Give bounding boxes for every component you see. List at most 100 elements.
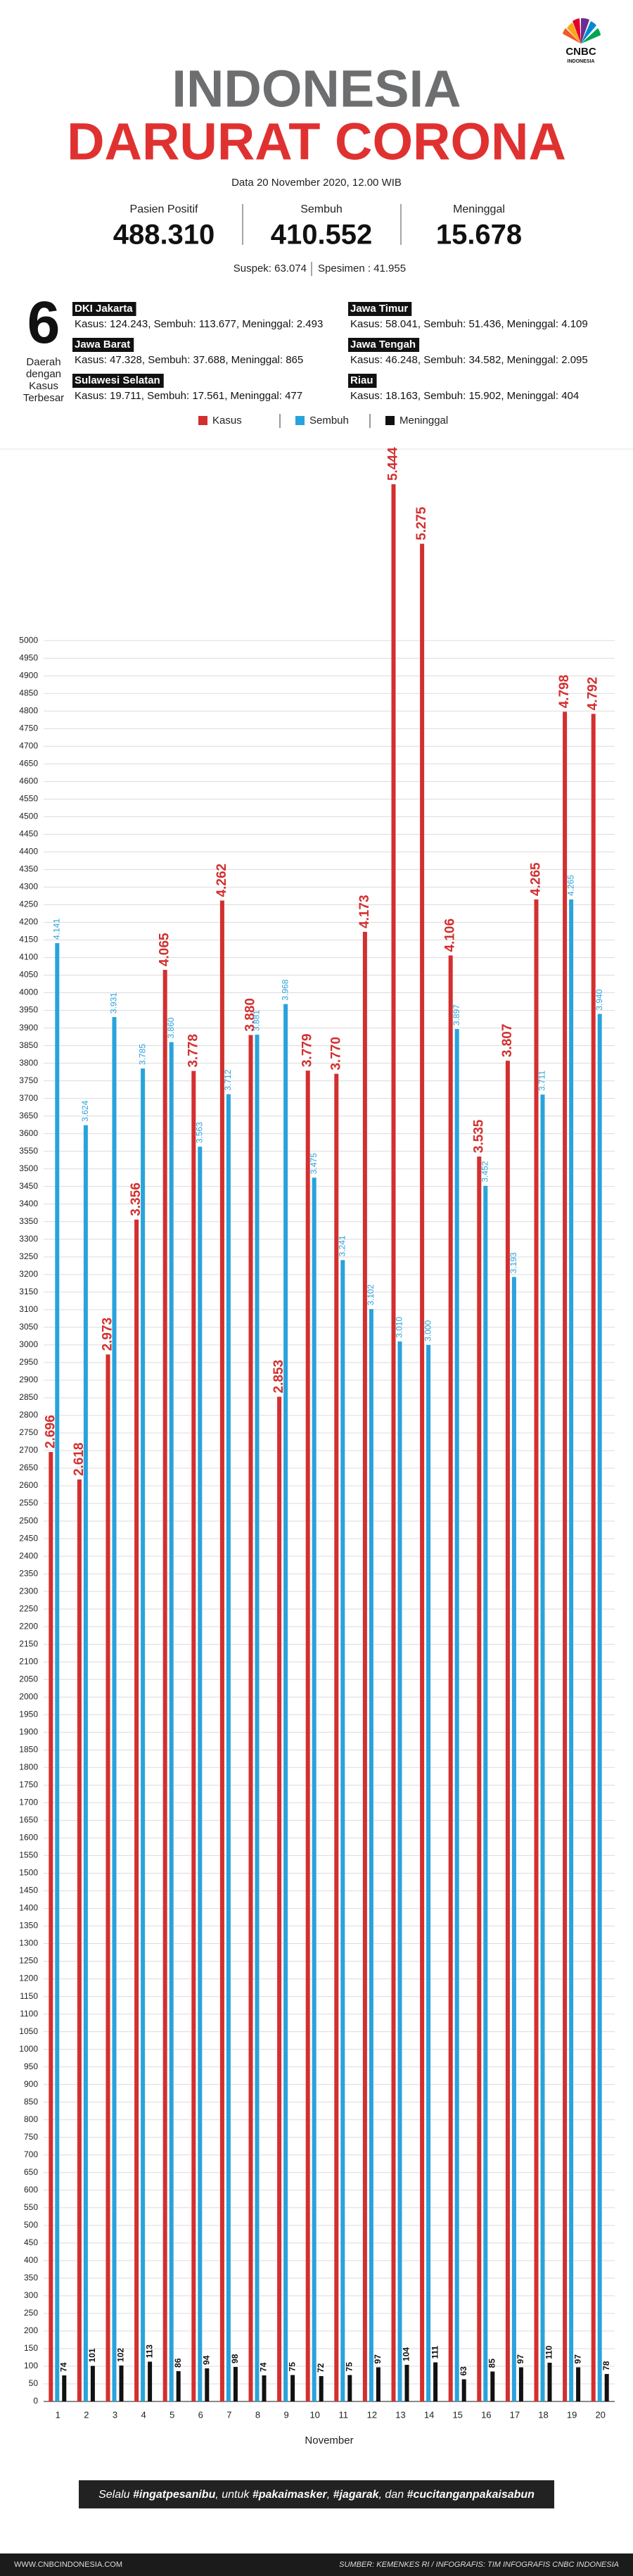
region-name-bg <box>348 338 420 352</box>
y-tick-label: 3350 <box>19 1216 38 1226</box>
y-tick-label: 4150 <box>19 935 38 945</box>
y-tick-label: 650 <box>24 2167 38 2177</box>
y-tick-label: 3800 <box>19 1058 38 1068</box>
bar <box>277 1396 282 2401</box>
y-tick-label: 1550 <box>19 1850 38 1860</box>
x-tick-label: 12 <box>367 2409 377 2420</box>
slogan-part: , <box>327 2489 333 2501</box>
y-tick-label: 50 <box>29 2378 39 2388</box>
bar <box>55 942 60 2401</box>
y-tick-label: 1100 <box>20 2009 38 2019</box>
bar <box>518 2367 523 2401</box>
y-tick-label: 4350 <box>19 864 38 874</box>
value-label: 97 <box>573 2354 582 2364</box>
slogan-part: #cucitanganpakaisabun <box>407 2489 535 2501</box>
y-tick-label: 3500 <box>19 1163 38 1173</box>
bar <box>90 2366 95 2401</box>
y-tick-label: 4650 <box>19 758 38 768</box>
region-name: Jawa Tengah <box>350 339 416 351</box>
region: Jawa Timur Kasus: 58.041, Sembuh: 51.436,… <box>348 302 588 330</box>
x-tick-label: 20 <box>595 2409 605 2420</box>
region-name-bg <box>72 338 134 352</box>
y-tick-label: 850 <box>24 2097 38 2107</box>
y-tick-label: 2950 <box>19 1357 38 1367</box>
value-label: 3.193 <box>509 1252 518 1273</box>
logo-subtext: INDONESIA <box>568 59 595 64</box>
value-label: 3.881 <box>252 1010 262 1031</box>
slogan-part: #ingatpesanibu <box>133 2489 216 2501</box>
bar <box>391 484 396 2401</box>
y-tick-label: 3250 <box>19 1251 38 1261</box>
bar <box>62 2375 67 2401</box>
y-tick-label: 5000 <box>19 635 38 645</box>
region-name-bg <box>72 374 164 388</box>
bar <box>112 1017 117 2401</box>
x-tick-label: 10 <box>309 2409 319 2420</box>
x-tick-label: 9 <box>283 2409 288 2420</box>
y-tick-label: 500 <box>24 2220 38 2230</box>
bar <box>340 1260 345 2401</box>
value-label: 2.853 <box>271 1360 286 1394</box>
region-name-bg <box>348 302 412 316</box>
y-tick-label: 700 <box>24 2149 38 2159</box>
y-tick-label: 4400 <box>19 847 38 857</box>
region-count: 6 <box>27 289 60 355</box>
y-tick-label: 3600 <box>19 1128 38 1138</box>
bar <box>141 1068 146 2401</box>
value-label: 97 <box>373 2354 383 2364</box>
bar <box>290 2375 295 2401</box>
y-tick-label: 1400 <box>19 1903 38 1913</box>
value-label: 4.798 <box>557 675 572 709</box>
value-label: 104 <box>402 2347 411 2361</box>
y-tick-label: 3850 <box>19 1040 38 1050</box>
y-tick-label: 1700 <box>19 1798 38 1807</box>
y-tick-label: 2450 <box>19 1533 38 1543</box>
stat-label: Meninggal <box>453 203 505 215</box>
value-label: 3.931 <box>109 992 119 1014</box>
value-label: 3.102 <box>366 1284 376 1306</box>
value-label: 3.624 <box>80 1100 90 1121</box>
y-tick-label: 1650 <box>19 1815 38 1825</box>
value-label: 4.265 <box>565 875 575 896</box>
x-tick-label: 19 <box>567 2409 577 2420</box>
value-label: 3.807 <box>500 1024 515 1058</box>
value-label: 111 <box>430 2345 440 2359</box>
region-detail: Kasus: 47.328, Sembuh: 37.688, Meninggal… <box>75 354 303 366</box>
y-tick-label: 4850 <box>19 688 38 697</box>
y-tick-label: 3300 <box>19 1234 38 1244</box>
y-tick-label: 4500 <box>19 812 38 821</box>
bar <box>511 1277 516 2401</box>
x-tick-label: 18 <box>538 2409 548 2420</box>
y-tick-label: 3200 <box>19 1269 38 1279</box>
value-label: 4.106 <box>443 918 458 952</box>
stat-value: 488.310 <box>113 220 215 251</box>
value-label: 5.275 <box>414 507 429 541</box>
value-label: 3.010 <box>395 1317 404 1338</box>
y-tick-label: 3150 <box>19 1287 38 1296</box>
y-tick-label: 4750 <box>19 723 38 733</box>
y-tick-label: 400 <box>24 2255 38 2265</box>
region-name-bg <box>348 374 377 388</box>
x-axis-label: November <box>305 2435 353 2446</box>
logo: CNBC INDONESIA <box>563 18 601 64</box>
bar <box>433 2362 438 2401</box>
y-tick-label: 4600 <box>19 776 38 785</box>
region-caption: Terbesar <box>23 392 64 404</box>
y-tick-label: 3650 <box>19 1111 38 1120</box>
y-tick-label: 4550 <box>19 794 38 804</box>
value-label: 74 <box>259 2362 269 2372</box>
legend-swatch <box>385 416 395 425</box>
y-tick-label: 4900 <box>19 670 38 680</box>
y-tick-label: 2300 <box>19 1586 38 1596</box>
y-tick-label: 4050 <box>19 970 38 980</box>
bar <box>369 1308 373 2401</box>
logo-petal <box>573 18 581 44</box>
bar <box>134 1219 139 2401</box>
value-label: 3.475 <box>309 1153 319 1174</box>
footer-left: WWW.CNBCINDONESIA.COM <box>14 2561 122 2569</box>
bar <box>334 1073 339 2401</box>
y-tick-label: 450 <box>24 2237 38 2247</box>
value-label: 72 <box>316 2363 326 2373</box>
value-label: 3.711 <box>537 1071 547 1091</box>
slogan-part: Selalu <box>98 2489 133 2501</box>
